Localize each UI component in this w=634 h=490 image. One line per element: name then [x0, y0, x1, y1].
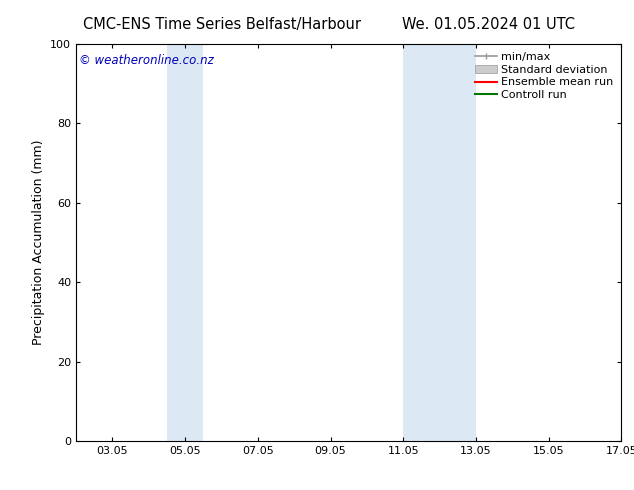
- Legend: min/max, Standard deviation, Ensemble mean run, Controll run: min/max, Standard deviation, Ensemble me…: [472, 49, 616, 102]
- Bar: [403, 44, 476, 441]
- Text: CMC-ENS Time Series Belfast/Harbour: CMC-ENS Time Series Belfast/Harbour: [83, 17, 361, 32]
- Text: © weatheronline.co.nz: © weatheronline.co.nz: [79, 54, 214, 67]
- Bar: [167, 44, 204, 441]
- Text: We. 01.05.2024 01 UTC: We. 01.05.2024 01 UTC: [402, 17, 574, 32]
- Y-axis label: Precipitation Accumulation (mm): Precipitation Accumulation (mm): [32, 140, 44, 345]
